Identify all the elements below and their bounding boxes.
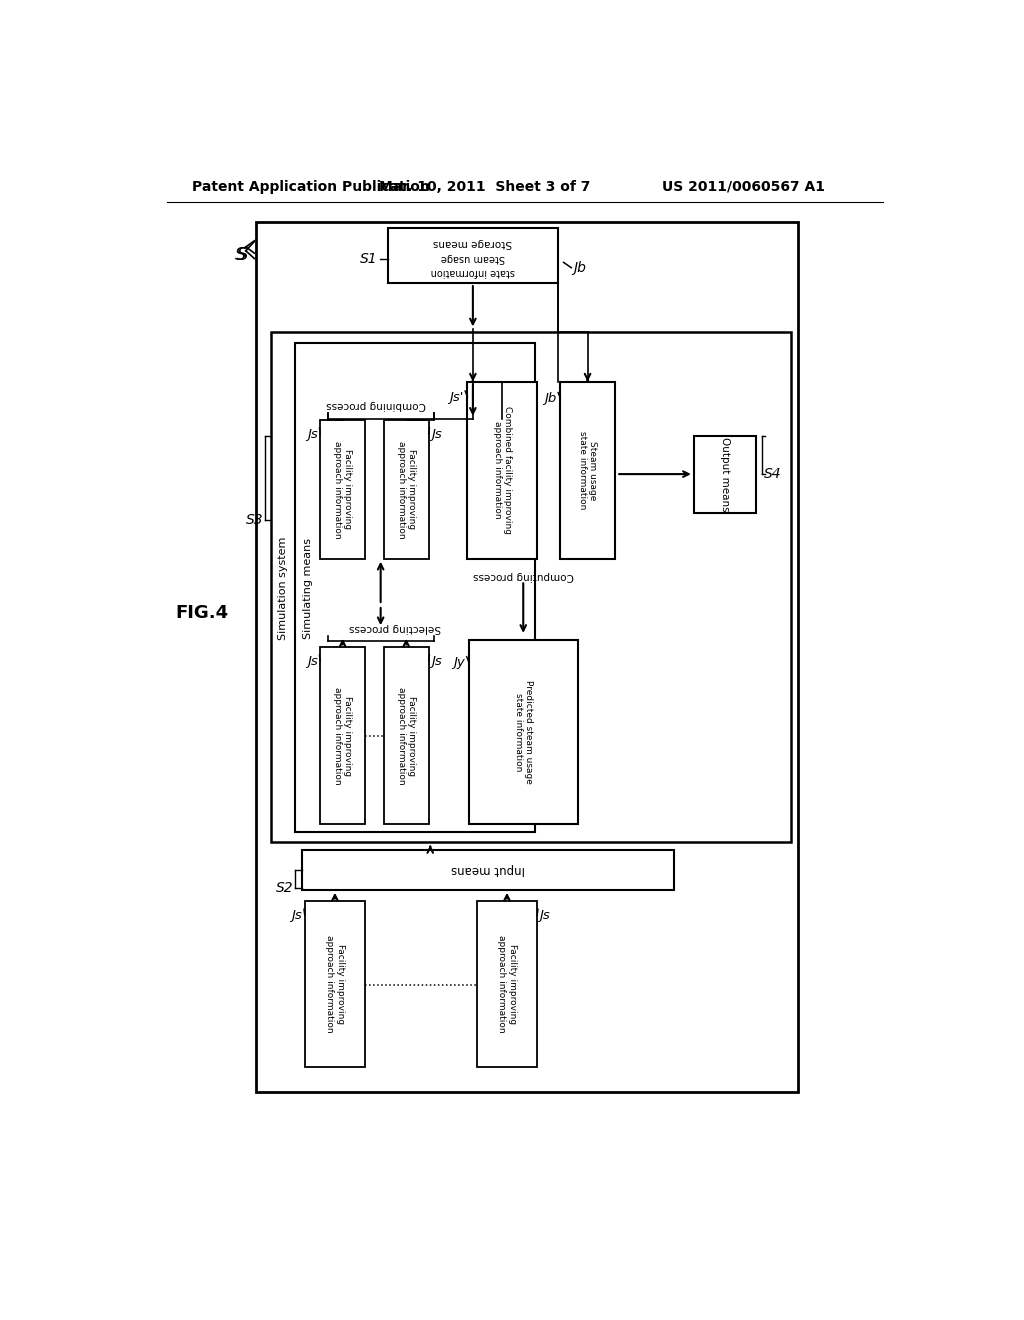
Text: Js: Js xyxy=(307,428,317,441)
Text: Simulation system: Simulation system xyxy=(278,536,288,640)
Text: Input means: Input means xyxy=(452,863,525,876)
Bar xyxy=(384,647,429,825)
Text: S1: S1 xyxy=(359,252,378,265)
Text: Js: Js xyxy=(292,908,302,921)
Text: Jb: Jb xyxy=(545,392,557,405)
Text: S3: S3 xyxy=(246,513,263,527)
Text: Output means: Output means xyxy=(720,437,730,511)
Text: Computing process: Computing process xyxy=(473,570,573,581)
Text: Selecting process: Selecting process xyxy=(349,623,441,634)
Bar xyxy=(469,640,578,825)
Bar xyxy=(477,902,538,1067)
Text: S4: S4 xyxy=(764,467,781,480)
Text: S: S xyxy=(234,246,246,264)
Bar xyxy=(384,420,429,558)
Text: Steam usage
state information: Steam usage state information xyxy=(578,432,597,510)
Text: Facility improving
approach information: Facility improving approach information xyxy=(326,936,345,1034)
Bar xyxy=(693,436,756,512)
Text: state information: state information xyxy=(431,267,515,277)
Bar xyxy=(560,381,614,558)
Bar xyxy=(321,420,366,558)
Text: Predicted steam usage
state information: Predicted steam usage state information xyxy=(514,680,532,784)
Text: S: S xyxy=(237,246,249,264)
Bar xyxy=(271,333,791,842)
Text: Js: Js xyxy=(307,655,317,668)
Text: US 2011/0060567 A1: US 2011/0060567 A1 xyxy=(663,180,825,194)
Text: FIG.4: FIG.4 xyxy=(175,603,228,622)
Text: Js: Js xyxy=(431,428,441,441)
Text: Facility improving
approach information: Facility improving approach information xyxy=(333,441,352,539)
Bar xyxy=(388,227,558,284)
Text: Facility improving
approach information: Facility improving approach information xyxy=(396,441,416,539)
Bar xyxy=(305,902,366,1067)
Text: Steam usage: Steam usage xyxy=(440,253,505,263)
Text: Simulating means: Simulating means xyxy=(303,537,312,639)
Text: Patent Application Publication: Patent Application Publication xyxy=(191,180,429,194)
Text: Combining process: Combining process xyxy=(326,400,426,409)
Bar xyxy=(302,850,675,890)
Text: Facility improving
approach information: Facility improving approach information xyxy=(396,688,416,784)
Text: Facility improving
approach information: Facility improving approach information xyxy=(333,688,352,784)
Text: Facility improving
approach information: Facility improving approach information xyxy=(498,936,517,1034)
Text: S2: S2 xyxy=(275,882,293,895)
Bar xyxy=(467,381,538,558)
Bar xyxy=(295,343,535,832)
Bar xyxy=(321,647,366,825)
Bar xyxy=(256,222,799,1092)
Text: Jy: Jy xyxy=(454,656,465,669)
Text: Js: Js xyxy=(540,908,550,921)
Text: Js: Js xyxy=(431,655,441,668)
Text: Js': Js' xyxy=(450,391,464,404)
Text: Combined facility improving
approach information: Combined facility improving approach inf… xyxy=(493,407,512,535)
Text: Mar. 10, 2011  Sheet 3 of 7: Mar. 10, 2011 Sheet 3 of 7 xyxy=(379,180,590,194)
Text: Storage means: Storage means xyxy=(433,238,512,248)
Text: Jb: Jb xyxy=(572,261,586,275)
